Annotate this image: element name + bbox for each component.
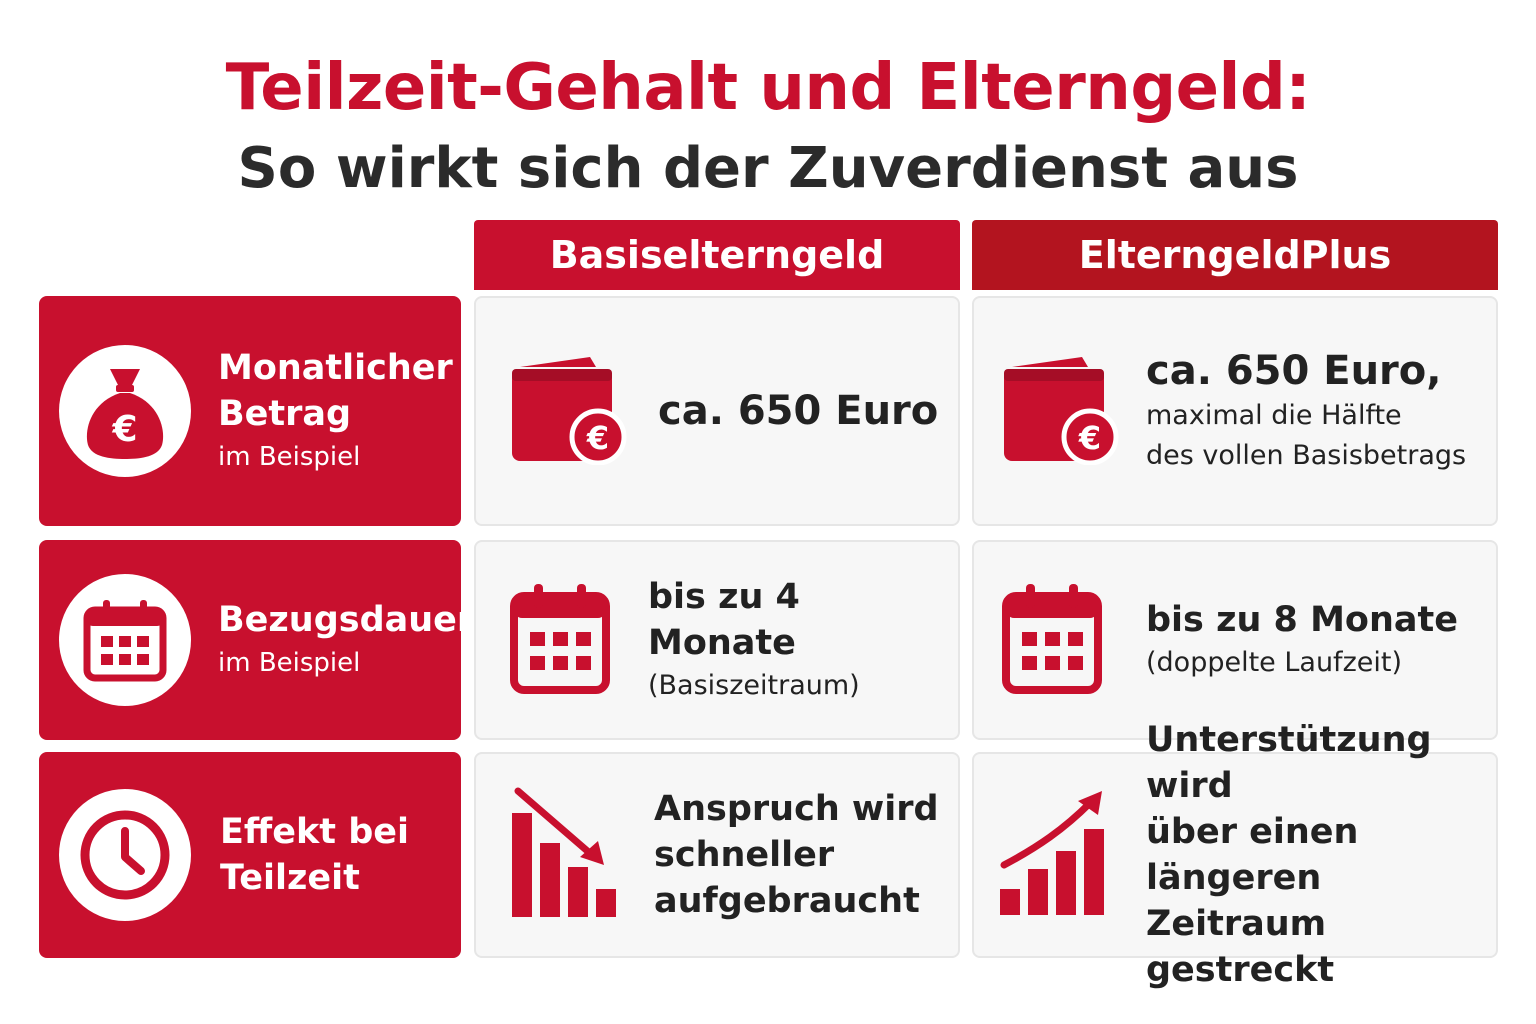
clock-icon	[59, 789, 191, 921]
wallet-euro-icon: €	[510, 353, 628, 469]
svg-text:€: €	[111, 409, 137, 450]
dauer-basis-note: (Basiszeitraum)	[648, 670, 860, 701]
effekt-basis-line: Anspruch wird	[654, 789, 939, 829]
betrag-plus-value: ca. 650 Euro,	[1146, 348, 1442, 394]
row-label-bezugsdauer: Bezugsdauer im Beispiel	[39, 540, 474, 740]
dauer-plus-value: bis zu 8 Monate	[1146, 600, 1458, 640]
calendar-icon	[510, 582, 610, 698]
column-header-elterngeldplus: ElterngeldPlus	[972, 220, 1498, 290]
row-label-sub: im Beispiel	[218, 442, 361, 472]
cell-betrag-plus: € ca. 650 Euro, maximal die Hälfte des v…	[972, 296, 1498, 526]
wallet-euro-icon: €	[1002, 353, 1120, 469]
row-label-main: Monatlicher	[218, 348, 453, 388]
chart-increasing-icon	[998, 789, 1110, 921]
row-label-main: Teilzeit	[220, 858, 360, 898]
cell-dauer-basis: bis zu 4 Monate (Basiszeitraum)	[474, 540, 960, 740]
row-label-sub: im Beispiel	[218, 648, 361, 678]
money-bag-euro-icon: €	[59, 345, 191, 477]
effekt-plus-line: über einen längeren	[1146, 812, 1359, 898]
dauer-plus-note: (doppelte Laufzeit)	[1146, 647, 1402, 678]
column-header-basiselterngeld: Basiselterngeld	[474, 220, 960, 290]
page-title: Teilzeit-Gehalt und Elterngeld:	[225, 51, 1311, 125]
calendar-icon	[1002, 582, 1102, 698]
cell-effekt-plus: Unterstützung wird über einen längeren Z…	[972, 720, 1498, 990]
betrag-plus-note: des vollen Basisbetrags	[1146, 440, 1467, 471]
chart-decreasing-icon	[510, 787, 618, 923]
effekt-basis-line: aufgebraucht	[654, 881, 920, 921]
dauer-basis-value: bis zu 4 Monate	[648, 577, 800, 663]
row-label-effekt-bei-teilzeit: Effekt bei Teilzeit	[39, 752, 461, 958]
svg-text:€: €	[1078, 419, 1101, 457]
effekt-basis-line: schneller	[654, 835, 835, 875]
row-label-main: Bezugsdauer	[218, 600, 475, 640]
effekt-plus-line: Unterstützung wird	[1146, 720, 1432, 806]
betrag-plus-note: maximal die Hälfte	[1146, 400, 1402, 431]
cell-dauer-plus: bis zu 8 Monate (doppelte Laufzeit)	[972, 540, 1498, 740]
svg-text:€: €	[586, 419, 609, 457]
calendar-icon	[59, 574, 191, 706]
betrag-basis-value: ca. 650 Euro	[658, 388, 939, 434]
row-label-main: Effekt bei	[220, 812, 409, 852]
row-label-main: Betrag	[218, 394, 352, 434]
cell-betrag-basis: € ca. 650 Euro	[474, 296, 960, 526]
effekt-plus-line: Zeitraum gestreckt	[1146, 904, 1335, 990]
row-label-monatlicher-betrag: € Monatlicher Betrag im Beispiel	[39, 296, 461, 526]
cell-effekt-basis: Anspruch wird schneller aufgebraucht	[474, 752, 960, 958]
page-subtitle: So wirkt sich der Zuverdienst aus	[237, 136, 1299, 201]
